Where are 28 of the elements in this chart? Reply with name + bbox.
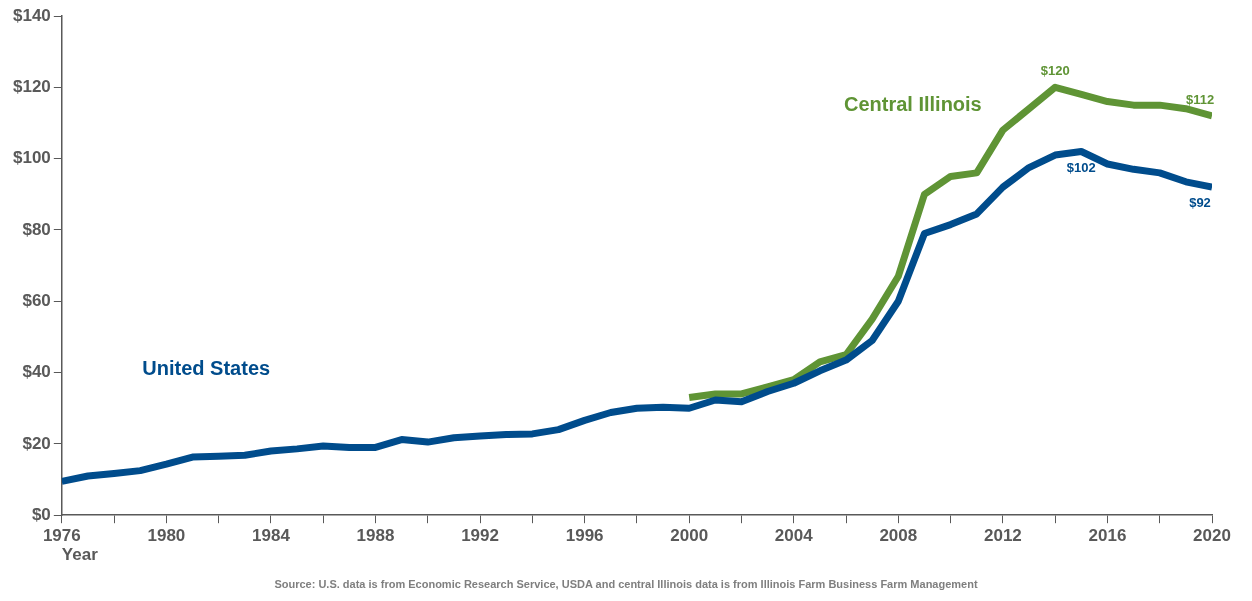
data-label: $112 xyxy=(1185,91,1215,107)
y-tick-label: $20 xyxy=(22,433,51,453)
y-tick-label: $40 xyxy=(22,362,51,382)
x-tick-label: 1992 xyxy=(461,526,499,546)
x-tick-label: 2016 xyxy=(1088,526,1127,546)
x-tick-label: 1980 xyxy=(147,526,186,546)
y-tick-label: $60 xyxy=(22,290,51,310)
y-tick-label: $80 xyxy=(22,219,51,239)
y-tick-label: $100 xyxy=(12,148,51,168)
x-axis-title: Year xyxy=(61,545,99,565)
x-tick-label: 2012 xyxy=(983,526,1022,546)
x-tick-label: 2008 xyxy=(879,526,918,546)
text: United States xyxy=(142,357,271,380)
x-tick-label: 1976 xyxy=(42,526,81,546)
x-tick-label: 2000 xyxy=(670,526,709,546)
data-label: $102 xyxy=(1066,159,1096,175)
x-tick-label: 1988 xyxy=(356,526,395,546)
x-tick-label: 1984 xyxy=(252,526,291,546)
x-tick-label: 1996 xyxy=(565,526,604,546)
y-tick-label: $120 xyxy=(12,77,51,96)
series-label: Central Illinois xyxy=(843,92,982,115)
data-label: $92 xyxy=(1189,195,1211,211)
x-tick-label: 2020 xyxy=(1193,526,1231,546)
x-tick-label: 2004 xyxy=(774,526,814,546)
y-tick-label: $140 xyxy=(12,5,51,25)
y-tick-label: $0 xyxy=(31,504,51,524)
source-note: Source: U.S. data is from Economic Research Service, USDA and central Illinois data is from Illinois Farm Business Farm Management xyxy=(273,578,979,590)
data-label: $120 xyxy=(1040,63,1070,79)
